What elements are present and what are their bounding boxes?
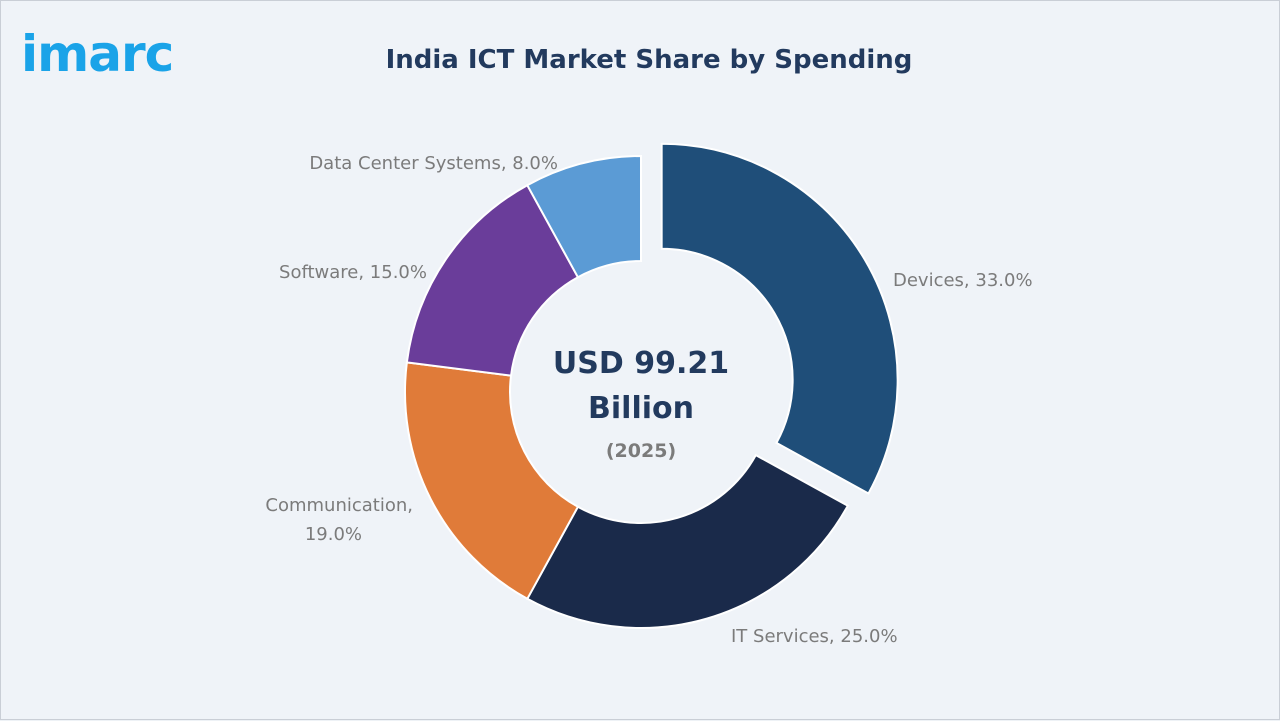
- center-unit: Billion: [588, 391, 694, 426]
- center-year: (2025): [606, 440, 676, 462]
- label-data-center-systems: Data Center Systems, 8.0%: [309, 153, 558, 174]
- slice-it-services: [525, 453, 850, 629]
- label-communication-line2: 19.0%: [305, 524, 362, 545]
- label-software: Software, 15.0%: [279, 262, 427, 283]
- slice-software: [405, 183, 580, 377]
- label-it-services: IT Services, 25.0%: [731, 626, 898, 647]
- slice-communication: [404, 361, 580, 601]
- slice-data-center-systems: [525, 154, 642, 279]
- label-devices: Devices, 33.0%: [893, 270, 1033, 291]
- imarc-logo: imarc: [21, 25, 174, 83]
- chart-title: India ICT Market Share by Spending: [385, 45, 913, 75]
- label-communication-line1: Communication,: [265, 495, 413, 516]
- center-value: USD 99.21: [553, 346, 729, 381]
- slice-devices: [660, 142, 899, 495]
